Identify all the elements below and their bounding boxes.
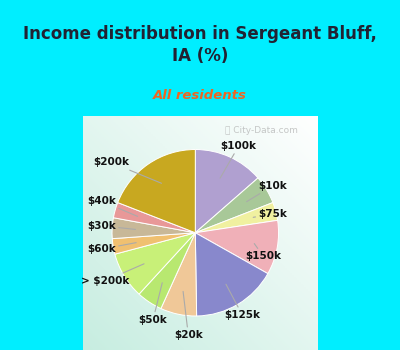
Wedge shape [112,218,195,239]
Wedge shape [195,178,273,233]
Text: $75k: $75k [253,209,287,219]
Text: All residents: All residents [153,89,247,101]
Text: $40k: $40k [87,196,138,216]
Text: $60k: $60k [87,243,136,254]
Wedge shape [114,203,195,233]
Text: $30k: $30k [87,221,136,231]
Wedge shape [195,220,278,274]
Text: $20k: $20k [174,292,203,340]
Wedge shape [112,233,195,254]
Wedge shape [195,149,258,233]
Text: ⓘ City-Data.com: ⓘ City-Data.com [224,126,298,135]
Text: $50k: $50k [139,283,168,324]
Wedge shape [115,233,195,294]
Text: > $200k: > $200k [81,264,144,286]
Wedge shape [161,233,197,316]
Wedge shape [195,203,278,233]
Text: Income distribution in Sergeant Bluff,
IA (%): Income distribution in Sergeant Bluff, I… [23,26,377,65]
Text: $150k: $150k [245,244,281,261]
Text: $125k: $125k [224,284,260,320]
Text: $200k: $200k [93,158,162,183]
Wedge shape [118,149,195,233]
Text: $10k: $10k [246,181,287,202]
Text: $100k: $100k [220,141,257,178]
Wedge shape [139,233,195,309]
Wedge shape [195,233,268,316]
